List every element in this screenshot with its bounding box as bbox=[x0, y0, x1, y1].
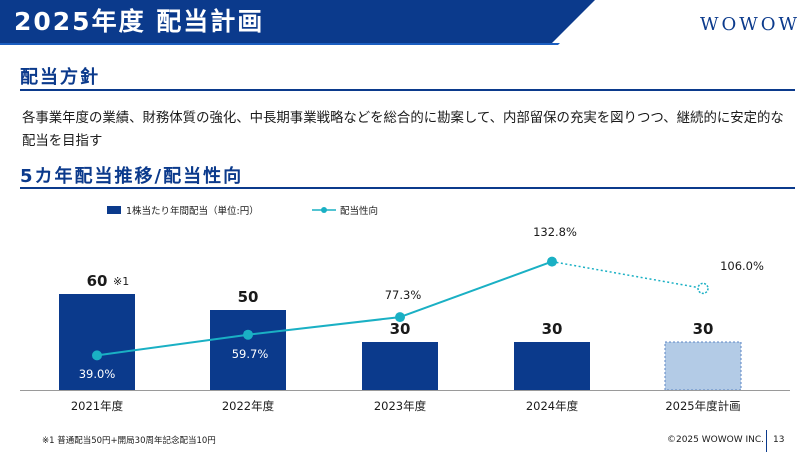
payout-point bbox=[697, 282, 709, 295]
legend-swatch-dividend bbox=[107, 206, 121, 214]
dividend-value-label: 30 bbox=[390, 320, 411, 338]
page-title: 2025年度 配当計画 bbox=[14, 7, 265, 36]
trend-heading-rule bbox=[20, 187, 795, 189]
dividend-bar bbox=[59, 294, 135, 390]
dividend-bar bbox=[362, 342, 438, 390]
footnote: ※1 普通配当50円+開局30周年記念配当10円 bbox=[42, 436, 216, 446]
dividend-value-label: 60 bbox=[87, 272, 108, 290]
category-label: 2022年度 bbox=[222, 399, 275, 413]
legend-label-payout: 配当性向 bbox=[340, 205, 378, 217]
category-label: 2024年度 bbox=[526, 399, 579, 413]
dividend-value-label: 30 bbox=[542, 320, 563, 338]
policy-text: 各事業年度の業績、財務体質の強化、中長期事業戦略などを総合的に勘案して、内部留保… bbox=[22, 111, 784, 149]
payout-line-segment bbox=[96, 333, 249, 357]
header-background bbox=[0, 0, 595, 45]
dividend-bar bbox=[210, 310, 286, 390]
payout-line-segment bbox=[399, 260, 553, 319]
legend-marker-payout bbox=[321, 207, 327, 213]
payout-point bbox=[395, 312, 405, 323]
payout-line-segment bbox=[551, 260, 704, 290]
category-label: 2023年度 bbox=[374, 399, 427, 413]
policy-heading-rule bbox=[20, 89, 795, 91]
category-label: 2025年度計画 bbox=[665, 399, 740, 413]
payout-line-segment bbox=[247, 316, 401, 336]
payout-point bbox=[92, 350, 102, 361]
payout-point bbox=[547, 256, 557, 267]
dividend-value-label: 50 bbox=[238, 288, 259, 306]
payout-value-label: 59.7% bbox=[232, 347, 269, 361]
payout-value-label: 106.0% bbox=[720, 259, 764, 273]
dividend-value-label: 30 bbox=[693, 320, 714, 338]
payout-point bbox=[243, 329, 253, 340]
header-banner: 2025年度 配当計画 WOWOW bbox=[0, 0, 810, 45]
footer-divider bbox=[766, 430, 767, 452]
brand-logo: WOWOW bbox=[699, 14, 800, 35]
dividend-annotation: ※1 bbox=[113, 275, 129, 288]
policy-heading: 配当方針 bbox=[20, 67, 100, 88]
category-label: 2021年度 bbox=[71, 399, 124, 413]
trend-heading: 5カ年配当推移/配当性向 bbox=[20, 166, 244, 187]
dividend-chart: 1株当たり年間配当（単位:円） 配当性向 60 ※1 50 30 30 30 2021年度 202… bbox=[20, 205, 790, 413]
payout-value-label: 39.0% bbox=[79, 367, 116, 381]
dividend-bar bbox=[514, 342, 590, 390]
copyright: ©2025 WOWOW INC. bbox=[666, 435, 764, 445]
legend-label-dividend: 1株当たり年間配当（単位:円） bbox=[126, 205, 259, 217]
payout-value-label: 77.3% bbox=[385, 288, 422, 302]
payout-value-label: 132.8% bbox=[533, 225, 577, 239]
dividend-bar bbox=[664, 341, 742, 391]
page-number: 13 bbox=[773, 435, 785, 445]
